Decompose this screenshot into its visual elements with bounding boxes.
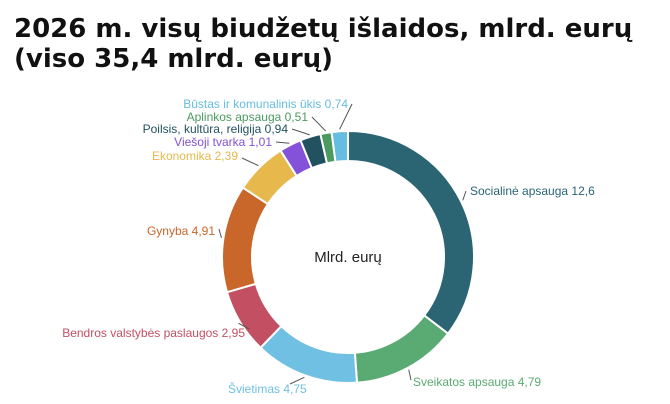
leader-line xyxy=(291,128,310,136)
slice-label: Socialinė apsauga 12,6 xyxy=(470,184,595,198)
slice-label: Poilsis, kultūra, religija 0,94 xyxy=(143,122,289,136)
leader-line xyxy=(241,157,259,167)
slice-label: Ekonomika 2,39 xyxy=(152,149,238,163)
slice-label: Būstas ir komunalinis ūkis 0,74 xyxy=(183,97,348,111)
slice-labels: Socialinė apsauga 12,6 Sveikatos apsauga … xyxy=(62,97,595,396)
slice-label: Bendros valstybės paslaugos 2,95 xyxy=(62,326,245,340)
slices xyxy=(221,129,475,384)
leader-line xyxy=(339,103,353,130)
leader-line xyxy=(275,141,290,144)
slice-label: Švietimas 4,75 xyxy=(228,381,307,396)
slice-švietimas xyxy=(259,324,359,384)
leader-line xyxy=(462,190,467,201)
slice-būstas-ir-komunalinis-ūkis xyxy=(330,129,349,163)
leader-line xyxy=(218,228,222,238)
leader-line xyxy=(289,376,305,385)
leader-line xyxy=(311,116,326,132)
leader-line xyxy=(408,369,412,381)
slice-socialinė-apsauga xyxy=(347,129,475,336)
chart-title: 2026 m. visų biudžetų išlaidos, mlrd. eu… xyxy=(14,14,633,74)
leader-lines xyxy=(218,103,467,385)
leader-line xyxy=(238,322,250,330)
slice-label: Gynyba 4,91 xyxy=(147,224,215,238)
slice-label: Sveikatos apsauga 4,79 xyxy=(413,375,541,389)
slice-sveikatos-apsauga xyxy=(353,313,450,384)
slice-label: Aplinkos apsauga 0,51 xyxy=(187,110,309,124)
slice-gynyba xyxy=(221,186,270,294)
slice-label: Viešoji tvarka 1,01 xyxy=(174,135,272,149)
center-label: Mlrd. eurų xyxy=(314,249,382,266)
